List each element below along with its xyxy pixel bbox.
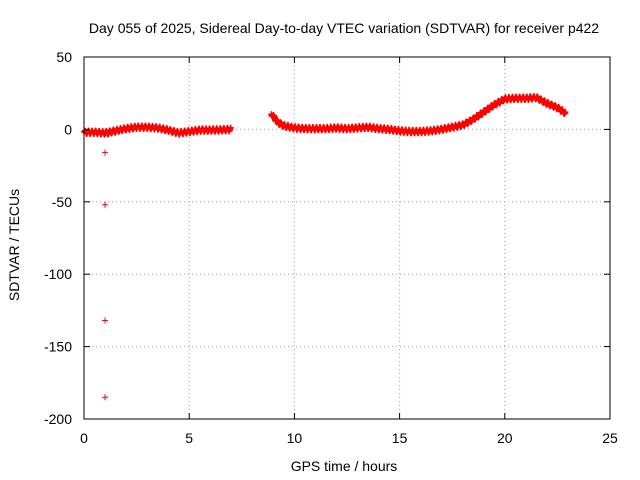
- y-tick-label: -150: [44, 339, 72, 355]
- outlier-point: [102, 149, 109, 156]
- axis-ticks: 0 5 10 15 20 25 50 0 -50 -100 -150 -200: [44, 49, 618, 446]
- x-tick-label: 10: [287, 430, 303, 446]
- outlier-point: [102, 394, 109, 401]
- x-tick-label: 15: [392, 430, 408, 446]
- y-tick-label: 50: [56, 49, 72, 65]
- data-point: [228, 124, 235, 131]
- x-tick-label: 0: [80, 430, 88, 446]
- series-segment: [268, 93, 569, 137]
- x-tick-label: 5: [185, 430, 193, 446]
- y-tick-label: -100: [44, 266, 72, 282]
- data-point: [562, 108, 569, 115]
- data-series: [81, 93, 569, 401]
- y-axis-label: SDTVAR / TECUs: [6, 189, 22, 301]
- chart-title: Day 055 of 2025, Sidereal Day-to-day VTE…: [89, 20, 599, 36]
- x-tick-label: 20: [497, 430, 513, 446]
- x-tick-label: 25: [602, 430, 618, 446]
- outlier-point: [102, 201, 109, 208]
- grid-lines: [84, 57, 610, 419]
- y-tick-label: -200: [44, 411, 72, 427]
- series-segment: [81, 122, 235, 138]
- y-tick-label: -50: [52, 194, 72, 210]
- y-tick-label: 0: [64, 121, 72, 137]
- outlier-point: [102, 317, 109, 324]
- plot-frame: [83, 56, 611, 420]
- x-axis-label: GPS time / hours: [291, 458, 398, 474]
